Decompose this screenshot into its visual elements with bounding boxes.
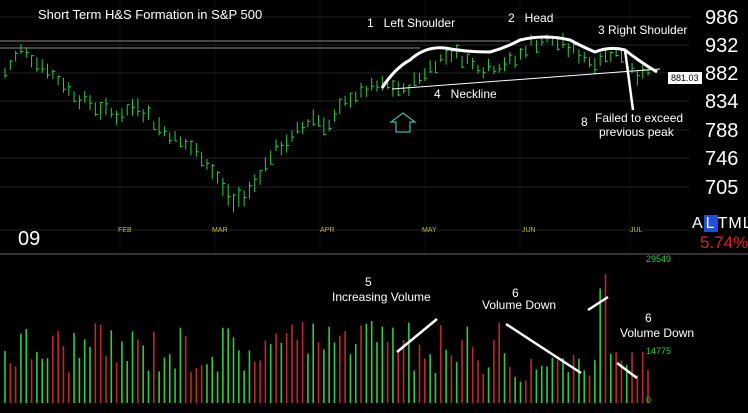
increasing-volume-line bbox=[396, 318, 438, 353]
volume-down-line bbox=[505, 322, 582, 375]
price-axis-tick: 986 bbox=[705, 7, 738, 29]
ticker-letter-m: M bbox=[728, 215, 743, 232]
price-axis-tick: 834 bbox=[705, 91, 738, 113]
volume-axis-tick: 29549 bbox=[646, 254, 671, 264]
volume-axis-tick: 14775 bbox=[646, 346, 671, 356]
arrow-up-icon bbox=[389, 112, 417, 133]
ticker-letter-l: L bbox=[743, 215, 748, 232]
ticker-letter-l-highlight: L bbox=[703, 215, 718, 232]
year-label: 09 bbox=[18, 228, 41, 250]
neckline bbox=[391, 68, 661, 90]
ann-vol-down-2-text: Volume Down bbox=[620, 326, 695, 340]
volume-axis-tick: 0 bbox=[646, 395, 651, 405]
month-label: MAR bbox=[212, 227, 228, 234]
ann-failed-line1: Failed to exceed bbox=[595, 111, 684, 125]
ann-failed-line2: previous peak bbox=[599, 125, 674, 139]
volume-bars bbox=[4, 274, 649, 403]
ann-failed-num: 8 bbox=[581, 115, 588, 129]
ann-right-shoulder: 3 Right Shoulder bbox=[598, 23, 688, 37]
ann-vol-down-2-num: 6 bbox=[645, 311, 652, 325]
month-label: MAY bbox=[422, 227, 437, 234]
month-label: APR bbox=[320, 227, 334, 234]
failed-peak-pointer bbox=[623, 49, 635, 111]
volume-spike-line bbox=[587, 295, 609, 312]
change-percent: 5.74% bbox=[700, 233, 748, 252]
volume-down-line-2 bbox=[616, 362, 638, 379]
price-axis-tick: 788 bbox=[705, 120, 738, 142]
month-label: JUL bbox=[630, 227, 643, 234]
price-axis-tick: 932 bbox=[705, 35, 738, 57]
price-axis-tick: 705 bbox=[705, 177, 738, 199]
ann-neckline: 4 Neckline bbox=[434, 87, 497, 101]
ann-left-shoulder: 1 Left Shoulder bbox=[367, 16, 456, 30]
chart-title: Short Term H&S Formation in S&P 500 bbox=[38, 7, 263, 22]
ann-head: 2 Head bbox=[508, 11, 554, 25]
price-grid bbox=[0, 0, 690, 254]
ticker-letter-t: T bbox=[717, 215, 729, 232]
ann-vol-down-1-text: Volume Down bbox=[482, 298, 557, 312]
last-price-box: 881.03 bbox=[667, 71, 703, 85]
price-bars bbox=[4, 32, 651, 213]
annotation-lines bbox=[380, 35, 661, 379]
ann-vol-down-1-num: 6 bbox=[512, 286, 519, 300]
ticker-letter-a: A bbox=[692, 215, 704, 232]
month-label: JUN bbox=[522, 227, 536, 234]
ann-increasing-text: Increasing Volume bbox=[332, 290, 431, 304]
head-shoulders-outline bbox=[380, 35, 658, 89]
month-label: FEB bbox=[118, 227, 132, 234]
ticker-strip: ALTML bbox=[692, 215, 748, 233]
price-axis-tick: 746 bbox=[705, 148, 738, 170]
price-axis-tick: 882 bbox=[705, 63, 738, 85]
ann-increasing-num: 5 bbox=[365, 275, 372, 289]
